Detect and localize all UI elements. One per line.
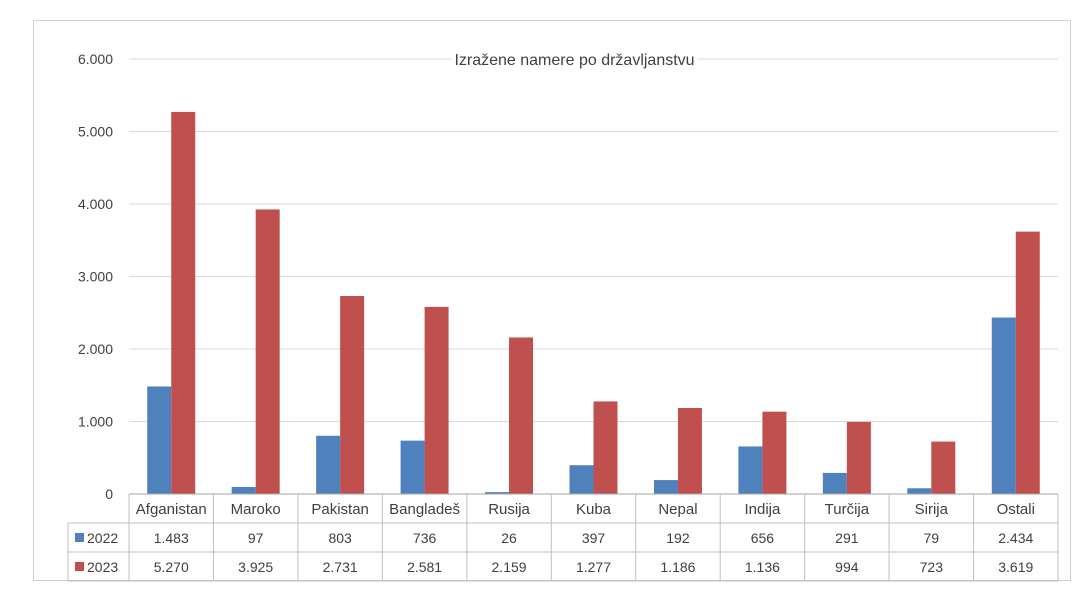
chart-title: Izražene namere po državljanstvu — [454, 52, 694, 69]
y-tick-label: 6.000 — [78, 51, 113, 67]
bar-2023-indija — [762, 411, 787, 494]
data-label: 2.581 — [407, 559, 442, 575]
bars — [147, 111, 1040, 495]
data-label: 97 — [248, 530, 264, 546]
bar-2023-pakistan — [340, 296, 365, 494]
bar-2023-nepal — [677, 408, 702, 494]
x-tick-label: Nepal — [658, 501, 697, 518]
bar-2023-afganistan — [171, 111, 196, 495]
data-label: 192 — [666, 530, 690, 546]
x-tick-label: Maroko — [231, 501, 281, 518]
bar-2022-pakistan — [316, 435, 341, 494]
bar-2023-sirija — [931, 441, 956, 494]
data-table: Afganistan Maroko Pakistan Bangladeš Rusija K… — [67, 493, 1059, 582]
y-tick-label: 4.000 — [78, 196, 113, 212]
x-tick-label: Kuba — [576, 501, 612, 518]
bar-2022-sirija — [907, 488, 932, 494]
data-label: 1.136 — [745, 559, 780, 575]
title-group: Izražene namere po državljanstvu — [451, 52, 698, 69]
y-tick-label: 2.000 — [78, 341, 113, 357]
x-tick-label: Ostali — [997, 501, 1035, 518]
x-tick-label: Indija — [744, 501, 781, 518]
x-tick-label: Turčija — [825, 501, 870, 518]
data-label: 2.159 — [492, 559, 527, 575]
bar-2023-turcija — [846, 421, 871, 494]
bar-2022-maroko — [231, 486, 256, 494]
data-label: 2.434 — [998, 530, 1033, 546]
bar-2023-kuba — [593, 401, 618, 494]
bar-2022-afganistan — [147, 386, 172, 494]
bar-2023-rusija — [509, 337, 534, 494]
bar-2023-maroko — [255, 209, 280, 494]
bar-2022-ostali — [991, 317, 1016, 494]
gridlines — [129, 58, 1058, 422]
x-tick-label: Afganistan — [136, 501, 207, 518]
data-label: 5.270 — [154, 559, 189, 575]
y-tick-label: 5.000 — [78, 124, 113, 140]
data-label: 1.483 — [154, 530, 189, 546]
legend-swatch-2022 — [75, 533, 84, 542]
x-tick-label: Rusija — [488, 501, 530, 518]
y-tick-label: 0 — [105, 486, 113, 502]
x-tick-label: Bangladeš — [389, 501, 460, 518]
data-label: 656 — [751, 530, 775, 546]
data-label: 79 — [924, 530, 940, 546]
bar-2023-banglades — [424, 306, 449, 494]
legend-label-2023: 2023 — [87, 559, 118, 575]
data-label: 291 — [835, 530, 859, 546]
data-label: 1.277 — [576, 559, 611, 575]
bar-2022-rusija — [485, 492, 510, 494]
bar-2022-nepal — [653, 480, 678, 494]
bar-2022-banglades — [400, 440, 425, 494]
data-label: 397 — [582, 530, 606, 546]
x-tick-label: Pakistan — [311, 501, 369, 518]
data-label: 803 — [328, 530, 352, 546]
data-label: 723 — [920, 559, 944, 575]
data-label: 3.925 — [238, 559, 273, 575]
bar-2023-ostali — [1015, 231, 1040, 494]
legend-swatch-2023 — [75, 562, 84, 571]
y-axis: 0 1.000 2.000 3.000 4.000 5.000 6.000 — [78, 51, 113, 502]
data-label: 3.619 — [998, 559, 1033, 575]
legend-label-2022: 2022 — [87, 530, 118, 546]
data-label: 736 — [413, 530, 437, 546]
bar-2022-kuba — [569, 465, 594, 494]
bar-2022-turcija — [822, 472, 847, 494]
data-label: 1.186 — [660, 559, 695, 575]
title-background — [451, 52, 698, 69]
data-label: 26 — [501, 530, 517, 546]
data-label: 994 — [835, 559, 859, 575]
y-tick-label: 3.000 — [78, 269, 113, 285]
bar-2022-indija — [738, 446, 763, 494]
y-tick-label: 1.000 — [78, 414, 113, 430]
data-label: 2.731 — [323, 559, 358, 575]
x-tick-label: Sirija — [915, 501, 949, 518]
